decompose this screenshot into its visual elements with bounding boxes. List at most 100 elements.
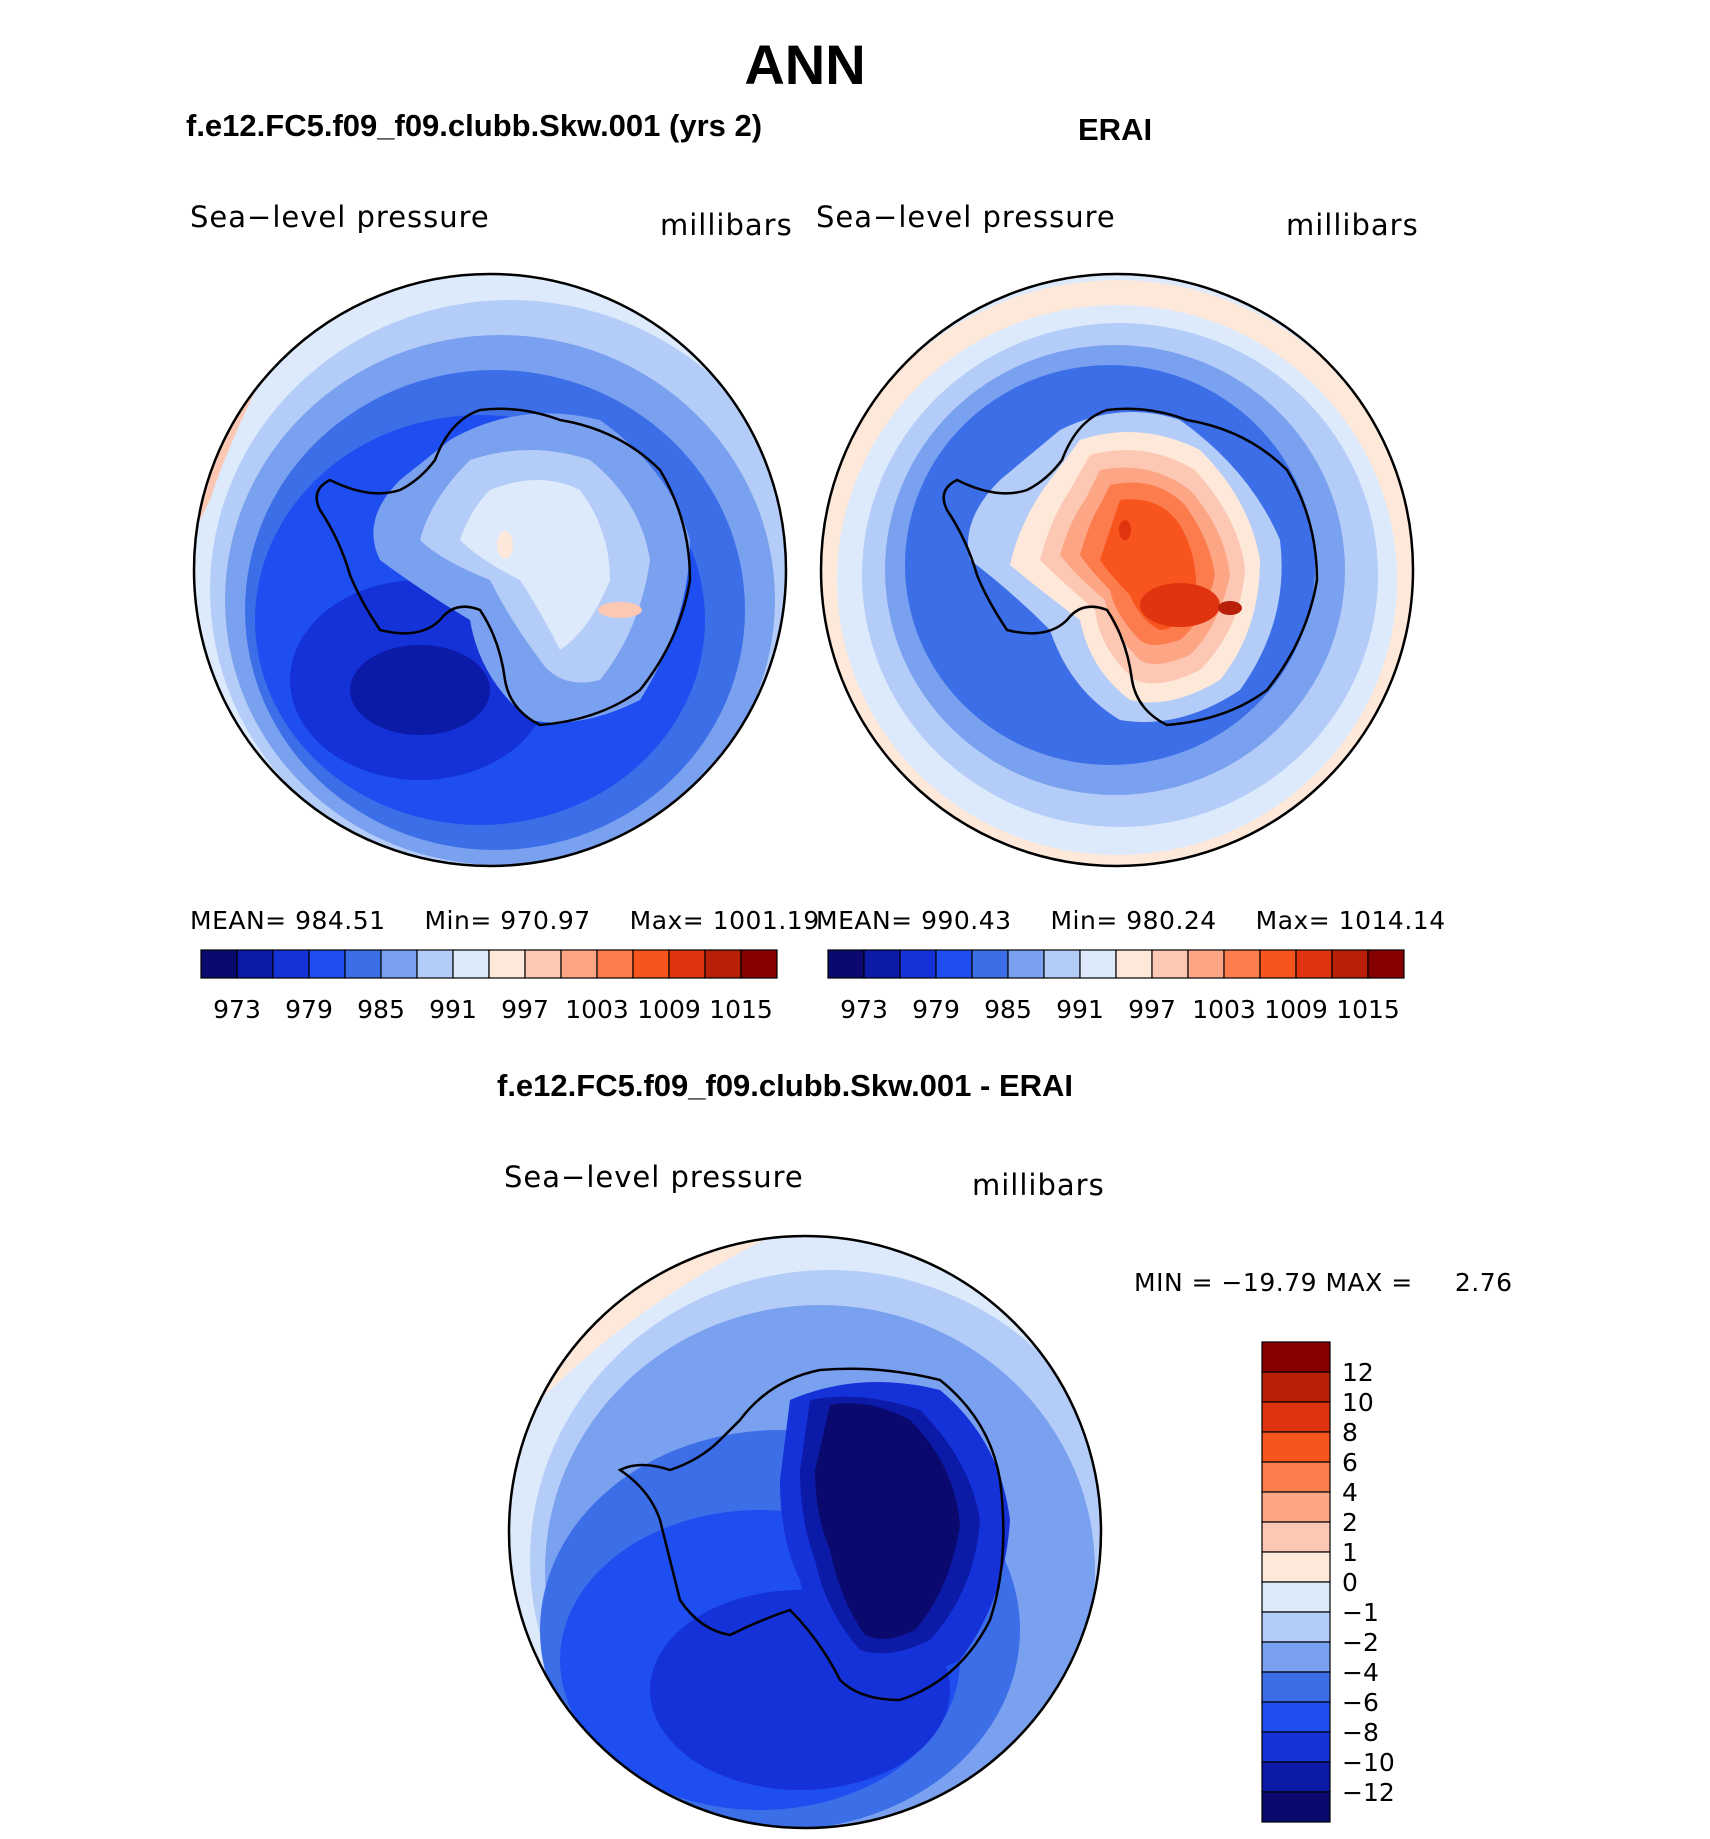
diff-colorbar-tick-label: −2	[1342, 1628, 1379, 1657]
diff-colorbar-swatch	[1261, 1551, 1331, 1583]
diff-colorbar-swatch	[1261, 1791, 1331, 1823]
left-colorbar-tick-label: 997	[501, 995, 549, 1024]
right-colorbar-tick-label: 979	[912, 995, 960, 1024]
right-colorbar-swatch	[1007, 949, 1045, 979]
diff-colorbar-tick-label: 8	[1342, 1418, 1358, 1447]
left-colorbar-swatch	[740, 949, 778, 979]
left-colorbar-tick-label: 973	[213, 995, 261, 1024]
right-mean-value: 990.43	[921, 906, 1012, 935]
left-map	[194, 274, 786, 866]
right-colorbar-swatch	[1259, 949, 1297, 979]
diff-map	[509, 1236, 1101, 1828]
left-colorbar-tick-label: 979	[285, 995, 333, 1024]
diff-colorbar-tick-label: −6	[1342, 1688, 1379, 1717]
left-max-label: Max=	[629, 906, 705, 935]
left-colorbar-tick-label: 1003	[565, 995, 629, 1024]
diff-map-border	[507, 1234, 1103, 1830]
left-stats: MEAN= 984.51 Min= 970.97 Max= 1001.19	[190, 906, 820, 935]
diff-coastline	[617, 1367, 1005, 1702]
right-colorbar-swatch	[1151, 949, 1189, 979]
left-colorbar: 973 979 985 991 997 1003 1009 1015	[200, 949, 778, 1024]
left-colorbar-tick-label: 1009	[637, 995, 701, 1024]
right-colorbar-swatch	[1331, 949, 1369, 979]
right-colorbar-swatch	[935, 949, 973, 979]
right-colorbar-tick-label: 973	[840, 995, 888, 1024]
left-colorbar-swatch	[380, 949, 418, 979]
left-min-value: 970.97	[500, 906, 591, 935]
right-colorbar-swatch	[1115, 949, 1153, 979]
diff-colorbar-tick-label: 2	[1342, 1508, 1358, 1537]
diff-colorbar-swatch	[1261, 1701, 1331, 1733]
right-colorbar-tick-label: 1009	[1264, 995, 1328, 1024]
diff-colorbar-swatch	[1261, 1731, 1331, 1763]
left-colorbar-swatch	[632, 949, 670, 979]
left-colorbar-swatch	[524, 949, 562, 979]
right-max-label: Max=	[1255, 906, 1331, 935]
right-mean-label: MEAN=	[816, 906, 913, 935]
left-variable-label: Sea−level pressure	[190, 200, 490, 234]
left-colorbar-swatch	[596, 949, 634, 979]
diff-units-label: millibars	[972, 1168, 1105, 1202]
right-max-value: 1014.14	[1338, 906, 1446, 935]
diff-variable-label: Sea−level pressure	[504, 1160, 804, 1194]
right-colorbar-swatch	[827, 949, 865, 979]
main-title: ANN	[744, 33, 866, 96]
diff-colorbar-swatch	[1261, 1521, 1331, 1553]
left-colorbar-tick-label: 1015	[709, 995, 773, 1024]
diff-colorbar-swatch	[1261, 1761, 1331, 1793]
right-colorbar: 973 979 985 991 997 1003 1009 1015	[827, 949, 1405, 1024]
diff-colorbar-swatch	[1261, 1641, 1331, 1673]
diff-colorbar-swatch	[1261, 1581, 1331, 1613]
left-colorbar-swatch	[452, 949, 490, 979]
diff-colorbar-tick-label: −12	[1342, 1778, 1395, 1807]
right-colorbar-swatch	[1187, 949, 1225, 979]
diff-colorbar-swatch	[1261, 1431, 1331, 1463]
left-colorbar-swatch	[308, 949, 346, 979]
right-colorbar-swatch	[1043, 949, 1081, 979]
left-colorbar-swatch	[416, 949, 454, 979]
right-colorbar-swatch	[971, 949, 1009, 979]
right-variable-label: Sea−level pressure	[816, 200, 1116, 234]
diff-panel-title: f.e12.FC5.f09_f09.clubb.Skw.001 - ERAI	[497, 1068, 1074, 1103]
diff-colorbar-swatch	[1261, 1611, 1331, 1643]
diff-colorbar-tick-label: 12	[1342, 1358, 1374, 1387]
left-panel-title: f.e12.FC5.f09_f09.clubb.Skw.001 (yrs 2)	[186, 108, 763, 143]
left-mean-value: 984.51	[295, 906, 386, 935]
left-mean-label: MEAN=	[190, 906, 287, 935]
left-min-label: Min=	[424, 906, 492, 935]
right-colorbar-swatch	[1367, 949, 1405, 979]
diff-colorbar-swatch	[1261, 1371, 1331, 1403]
left-colorbar-swatch	[272, 949, 310, 979]
left-colorbar-swatch	[344, 949, 382, 979]
right-colorbar-swatch	[1223, 949, 1261, 979]
diff-colorbar-tick-label: 0	[1342, 1568, 1358, 1597]
diff-colorbar-tick-label: −1	[1342, 1598, 1379, 1627]
diff-minmax: MIN = −19.79 MAX = 2.76	[1134, 1268, 1513, 1297]
diff-colorbar-tick-label: −8	[1342, 1718, 1379, 1747]
left-colorbar-tick-label: 991	[429, 995, 477, 1024]
right-colorbar-tick-label: 997	[1128, 995, 1176, 1024]
left-colorbar-tick-label: 985	[357, 995, 405, 1024]
diff-colorbar-tick-label: −10	[1342, 1748, 1395, 1777]
left-colorbar-swatch	[488, 949, 526, 979]
diff-colorbar-tick-label: 10	[1342, 1388, 1374, 1417]
right-colorbar-swatch	[1295, 949, 1333, 979]
right-colorbar-tick-label: 1015	[1336, 995, 1400, 1024]
right-min-value: 980.24	[1126, 906, 1217, 935]
right-colorbar-swatch	[1079, 949, 1117, 979]
diff-colorbar-swatch	[1261, 1671, 1331, 1703]
right-colorbar-swatch	[863, 949, 901, 979]
right-map-border	[819, 272, 1415, 868]
right-min-label: Min=	[1050, 906, 1118, 935]
right-coastline	[942, 407, 1319, 727]
diff-colorbar-swatch	[1261, 1401, 1331, 1433]
left-colorbar-swatch	[560, 949, 598, 979]
left-units-label: millibars	[660, 208, 793, 242]
diff-colorbar-tick-label: −4	[1342, 1658, 1379, 1687]
diff-colorbar-swatch	[1261, 1341, 1331, 1373]
diff-colorbar-swatch	[1261, 1461, 1331, 1493]
diff-colorbar-tick-label: 6	[1342, 1448, 1358, 1477]
left-map-border	[192, 272, 788, 868]
